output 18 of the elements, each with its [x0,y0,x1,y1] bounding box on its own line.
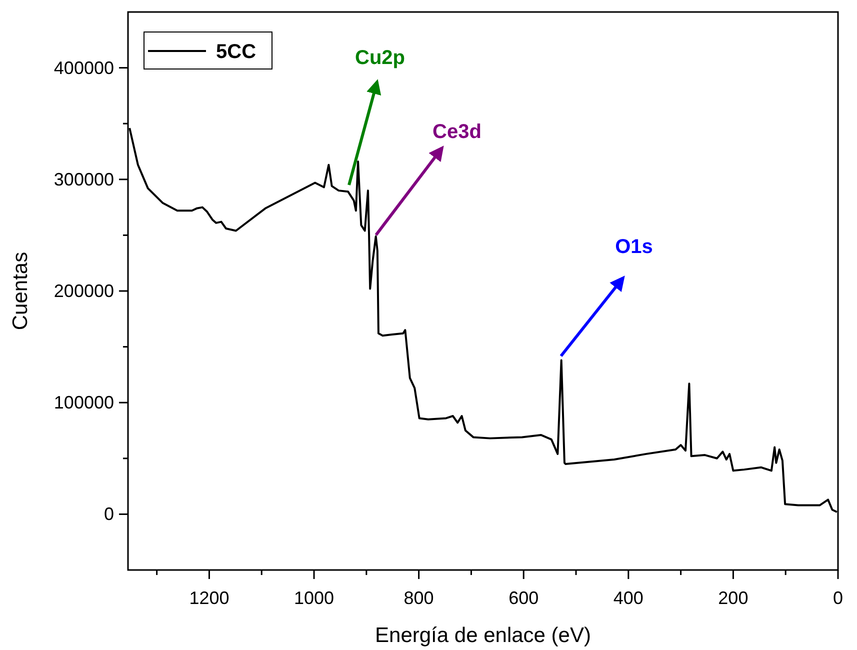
x-tick-label: 1000 [294,588,334,608]
y-tick-label: 300000 [54,169,114,190]
y-tick-label: 200000 [54,281,114,301]
y-tick-label: 100000 [54,392,114,413]
x-tick-label: 400 [613,588,644,608]
y-axis-title: Cuentas [9,252,32,330]
y-tick-label: 0 [104,504,114,524]
x-tick-label: 600 [508,588,539,608]
annotation: O1s [615,236,653,258]
x-tick-label: 0 [832,588,844,608]
y-tick-label: 400000 [54,58,114,78]
annotation: Ce3d [432,121,482,143]
x-tick-label: 1200 [189,588,230,608]
legend-label: 5CC [216,41,256,63]
x-tick-label: 800 [404,588,434,608]
x-tick-label: 200 [718,588,748,608]
annotation: Cu2p [355,47,405,69]
x-axis-title: Energía de enlace (eV) [375,624,591,647]
